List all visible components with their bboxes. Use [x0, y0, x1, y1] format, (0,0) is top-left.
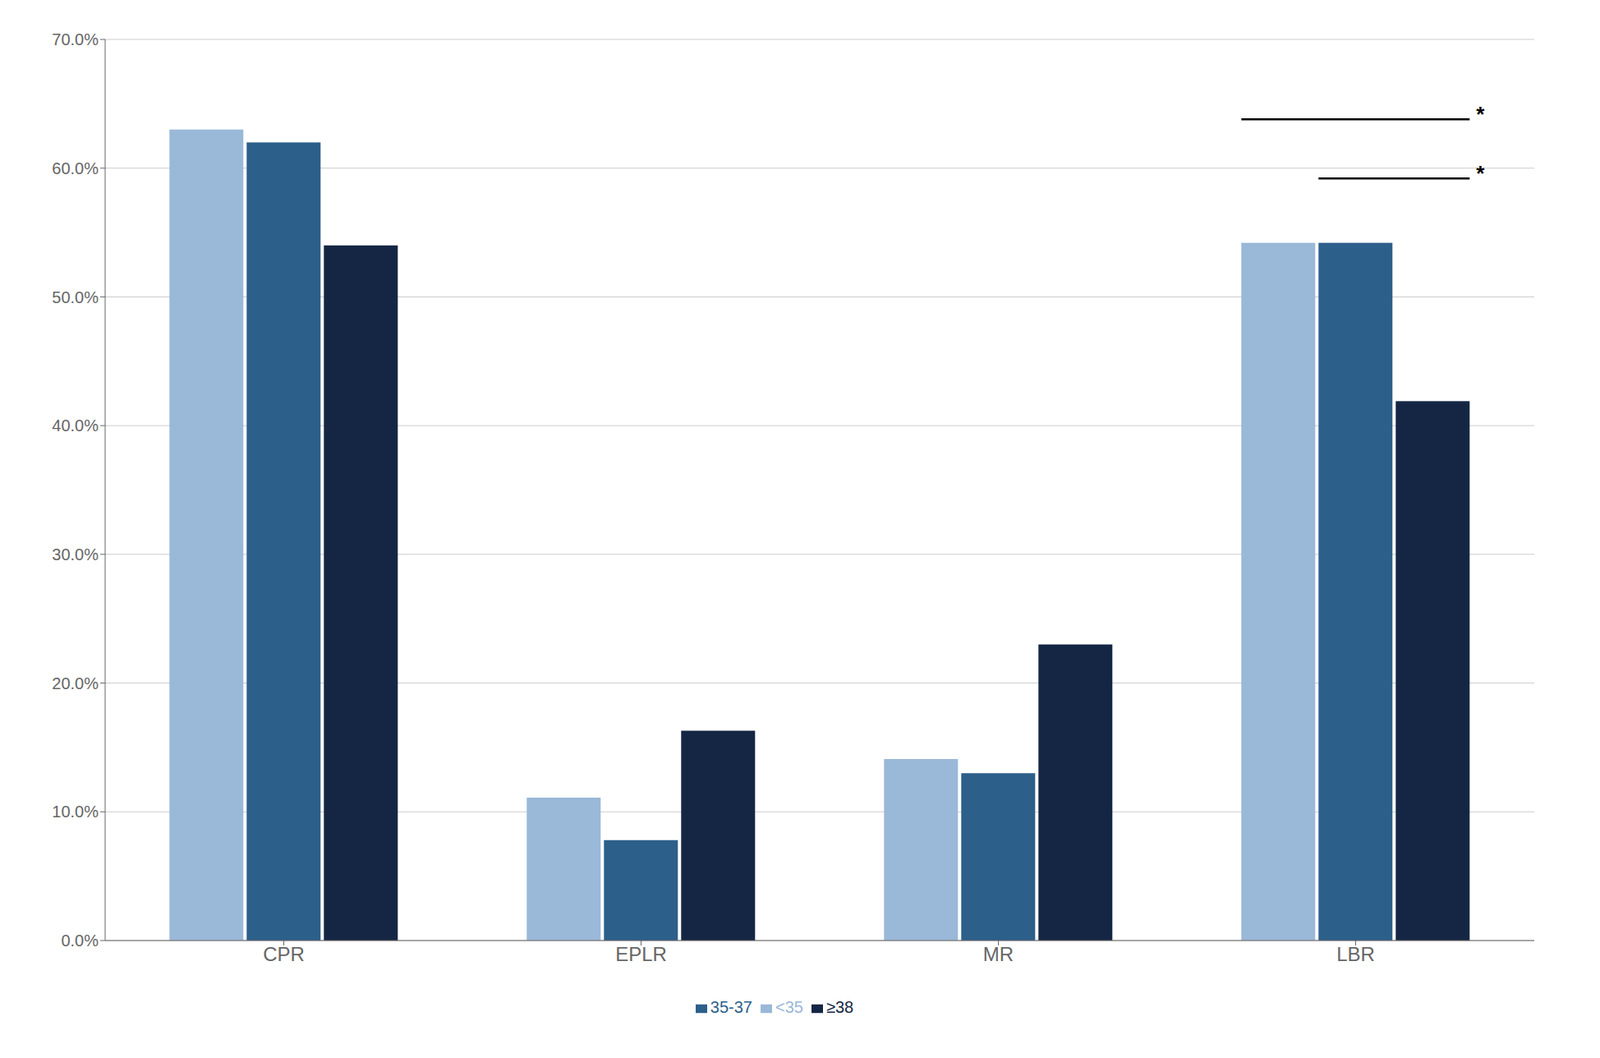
svg-text:*: * — [1475, 160, 1486, 186]
html-text:<35: <35 — [775, 997, 804, 1017]
svg-text:CPR: CPR — [262, 942, 305, 966]
svg-text:0.0%: 0.0% — [60, 931, 99, 950]
svg-text:50.0%: 50.0% — [51, 288, 99, 307]
svg-text:30.0%: 30.0% — [51, 545, 99, 564]
html-text:35-37: 35-37 — [710, 997, 753, 1017]
svg-text:10.0%: 10.0% — [51, 802, 99, 821]
svg-text:*: * — [1475, 101, 1486, 127]
svg-text:60.0%: 60.0% — [51, 159, 99, 178]
svg-text:20.0%: 20.0% — [51, 674, 99, 693]
html-text:≥38: ≥38 — [826, 997, 854, 1017]
svg-text:EPLR: EPLR — [615, 942, 667, 966]
svg-text:70.0%: 70.0% — [51, 30, 99, 49]
svg-text:MR: MR — [983, 942, 1014, 966]
svg-text:40.0%: 40.0% — [51, 416, 99, 435]
svg-text:LBR: LBR — [1336, 942, 1375, 966]
